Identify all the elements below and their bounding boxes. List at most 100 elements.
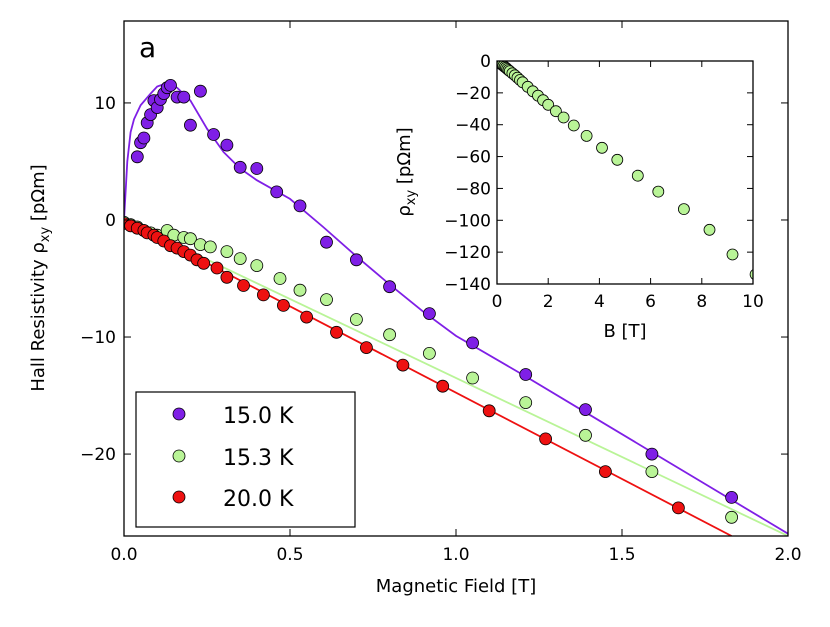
x-tick-label: 1.0 <box>442 545 469 565</box>
inset-x-tick-label: 10 <box>742 292 764 312</box>
data-point-20-0-K-22 <box>396 358 410 372</box>
data-point-15-3-K-13 <box>233 252 247 266</box>
inset-x-tick-label: 8 <box>696 292 707 312</box>
data-point-15-0-K-21 <box>320 235 333 249</box>
data-point-20-0-K-19 <box>300 310 314 324</box>
data-point-15-3-K-22 <box>519 396 533 410</box>
y-tick-label: 10 <box>94 94 116 114</box>
inset-plot: 0 2 4 6 8 10 0 −20 −40 −60 −80 −100 −120 −140 B [T] ρ… <box>394 52 764 342</box>
inset-y-tick-label: −80 <box>455 179 491 199</box>
data-point-15-0-K-22 <box>349 253 363 267</box>
data-point-15-0-K-25 <box>466 336 480 350</box>
legend-label-15-0k: 15.0 K <box>223 404 294 429</box>
data-point-20-0-K-23 <box>436 379 450 393</box>
data-point-15-3-K-25 <box>725 510 738 524</box>
data-point-20-0-K-20 <box>330 325 343 339</box>
inset-x-tick-label: 6 <box>645 292 656 312</box>
data-point-15-0-K-27 <box>579 403 592 417</box>
data-point-20-0-K-16 <box>237 279 250 292</box>
inset-y-tick-label: 0 <box>480 52 491 72</box>
data-point-15-3-K-18 <box>349 313 363 326</box>
inset-y-tick-label: −120 <box>444 243 491 263</box>
inset-y-tick-label: −40 <box>455 116 491 136</box>
data-point-15-3-K-14 <box>250 259 264 273</box>
data-point-15-0-K-2 <box>137 131 151 145</box>
data-point-15-3-K-12 <box>220 245 234 259</box>
data-point-15-0-K-29 <box>725 490 738 504</box>
data-point-20-0-K-24 <box>482 404 496 418</box>
inset-y-tick-label: −140 <box>444 275 491 295</box>
data-point-15-0-K-13 <box>183 118 197 132</box>
inset-data-point-21 <box>557 111 570 124</box>
data-point-20-0-K-15 <box>220 270 234 284</box>
inset-data-point-27 <box>652 185 665 198</box>
legend-marker-15-0k <box>172 407 186 421</box>
y-tick-label: −10 <box>80 328 116 348</box>
inset-data-point-24 <box>596 141 608 154</box>
inset-y-tick-label: −100 <box>444 211 491 231</box>
inset-y-axis-label: ρxy [pΩm] <box>394 127 419 216</box>
data-point-20-0-K-14 <box>210 261 224 275</box>
data-point-15-3-K-15 <box>273 272 287 285</box>
inset-data-point-20 <box>550 105 562 118</box>
inset-x-tick-label: 2 <box>543 292 554 312</box>
data-point-15-3-K-9 <box>183 232 197 246</box>
data-point-20-0-K-13 <box>197 256 211 270</box>
main-data-points <box>124 79 738 524</box>
inset-data-point-28 <box>678 203 690 216</box>
data-point-15-0-K-18 <box>250 162 264 175</box>
x-tick-label: 2.0 <box>774 545 801 565</box>
inset-data-points <box>497 61 753 280</box>
data-point-15-0-K-26 <box>519 368 533 381</box>
data-point-15-3-K-21 <box>466 371 480 385</box>
data-point-15-0-K-23 <box>383 280 397 294</box>
data-point-20-0-K-25 <box>539 432 552 446</box>
legend-label-15-3k: 15.3 K <box>223 446 294 471</box>
panel-label: a <box>139 31 156 64</box>
main-y-axis-label: Hall Resistivity ρxy [pΩm] <box>28 164 53 391</box>
inset-data-point-31 <box>749 269 753 280</box>
inset-x-axis-label: B [T] <box>603 321 646 342</box>
legend-label-20-0k: 20.0 K <box>223 487 294 512</box>
data-point-15-3-K-20 <box>422 346 436 360</box>
data-point-15-0-K-14 <box>193 84 207 98</box>
legend-marker-20-0k <box>172 490 186 504</box>
data-point-15-0-K-0 <box>130 150 144 164</box>
legend: 15.0 K 15.3 K 20.0 K <box>135 391 356 528</box>
fit-line-15-3-K <box>124 219 788 536</box>
data-point-15-3-K-23 <box>579 428 592 442</box>
x-tick-label: 0.0 <box>110 545 137 565</box>
inset-x-tick-label: 0 <box>492 292 503 312</box>
inset-data-point-29 <box>703 223 716 236</box>
data-point-15-0-K-10 <box>164 79 177 92</box>
data-point-20-0-K-21 <box>359 341 373 355</box>
main-x-axis-label: Magnetic Field [T] <box>376 576 536 597</box>
data-point-20-0-K-18 <box>276 298 290 312</box>
data-point-15-0-K-12 <box>177 90 191 104</box>
data-point-15-0-K-24 <box>422 307 436 321</box>
data-point-15-3-K-24 <box>645 465 659 479</box>
inset-data-point-23 <box>580 129 593 142</box>
inset-data-point-25 <box>611 153 624 166</box>
inset-frame <box>496 60 754 285</box>
inset-y-tick-label: −20 <box>455 84 491 104</box>
data-point-15-0-K-15 <box>207 128 221 141</box>
inset-data-point-26 <box>631 169 644 182</box>
data-point-15-0-K-17 <box>233 160 247 174</box>
data-point-15-0-K-19 <box>270 185 284 199</box>
y-tick-label: 0 <box>105 211 116 231</box>
inset-x-tick-label: 4 <box>594 292 605 312</box>
inset-data-point-30 <box>726 248 739 261</box>
data-point-15-0-K-16 <box>220 138 234 152</box>
data-point-15-3-K-17 <box>320 293 333 307</box>
data-point-15-3-K-11 <box>203 240 217 254</box>
legend-box <box>135 391 356 528</box>
data-point-15-3-K-16 <box>293 283 307 297</box>
inset-data-point-22 <box>567 119 580 132</box>
data-point-20-0-K-17 <box>256 288 270 302</box>
data-point-15-0-K-20 <box>293 199 307 213</box>
y-tick-label: −20 <box>80 445 116 465</box>
